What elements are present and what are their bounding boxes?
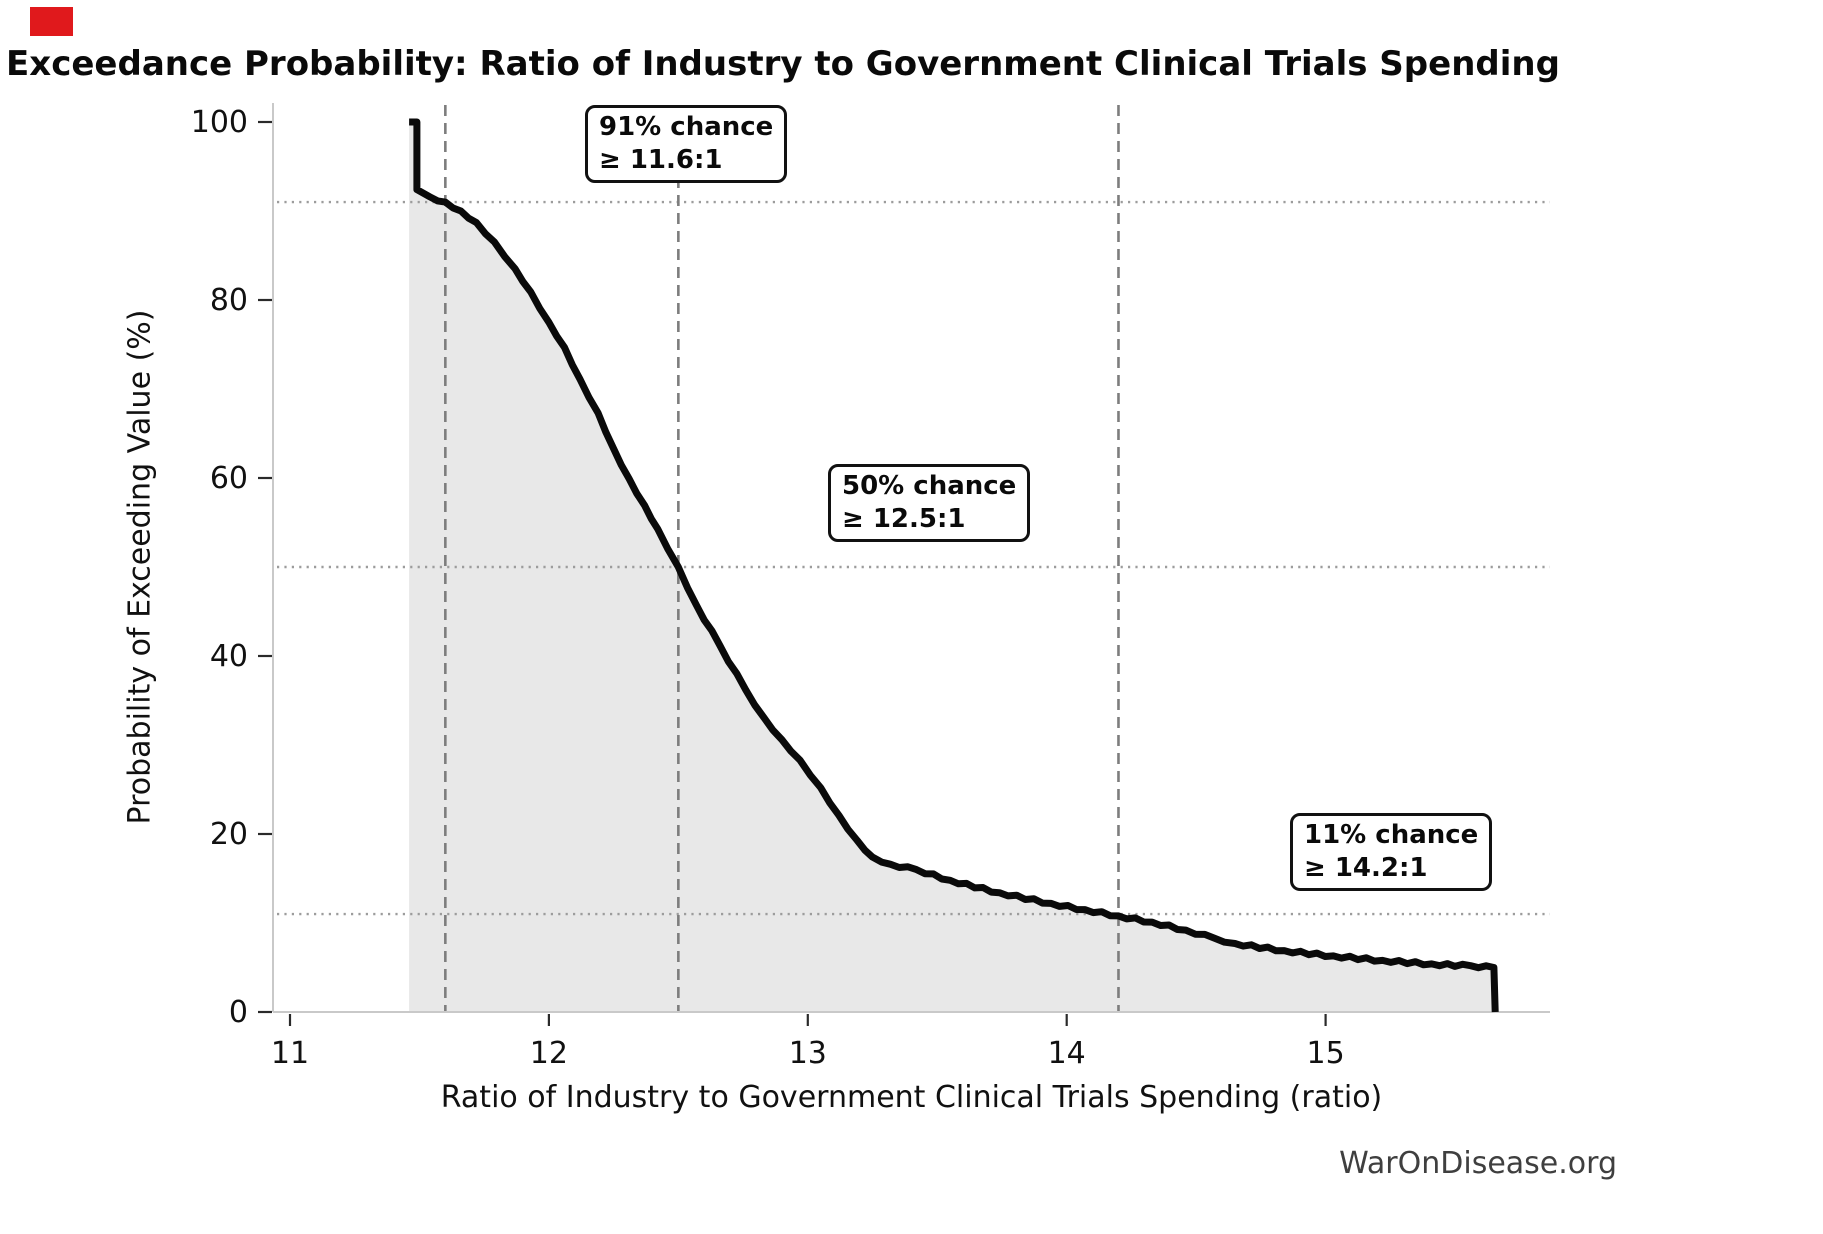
red-marker (30, 7, 73, 36)
x-tick-label: 14 (1048, 1036, 1086, 1071)
annotation-line1: 11% chance (1304, 820, 1479, 850)
area-fill (409, 122, 1496, 1012)
annotation-11-percent: 11% chance ≥ 14.2:1 (1290, 813, 1493, 891)
annotation-91-percent: 91% chance ≥ 11.6:1 (585, 105, 788, 183)
x-tick-label: 15 (1307, 1036, 1345, 1071)
y-tick-label: 100 (191, 105, 248, 140)
annotation-line1: 91% chance (599, 112, 774, 142)
chart-title: Exceedance Probability: Ratio of Industr… (6, 44, 1560, 84)
x-tick-label: 12 (530, 1036, 568, 1071)
annotation-line1: 50% chance (842, 471, 1017, 501)
y-axis-label: Probability of Exceeding Value (%) (122, 309, 158, 825)
x-tick-label: 11 (271, 1036, 309, 1071)
y-tick-label: 20 (210, 817, 248, 852)
x-tick-label: 13 (789, 1036, 827, 1071)
exceedance-curve (409, 118, 1499, 1013)
y-tick-label: 80 (210, 283, 248, 318)
y-tick-label: 40 (210, 639, 248, 674)
watermark: WarOnDisease.org (1339, 1146, 1617, 1181)
annotation-50-percent: 50% chance ≥ 12.5:1 (828, 464, 1031, 542)
y-tick-label: 60 (210, 461, 248, 496)
x-axis-label: Ratio of Industry to Government Clinical… (440, 1080, 1383, 1115)
annotation-line2: ≥ 12.5:1 (842, 504, 966, 534)
y-tick-label: 0 (229, 995, 248, 1030)
annotation-line2: ≥ 14.2:1 (1304, 853, 1428, 883)
annotation-line2: ≥ 11.6:1 (599, 145, 723, 175)
